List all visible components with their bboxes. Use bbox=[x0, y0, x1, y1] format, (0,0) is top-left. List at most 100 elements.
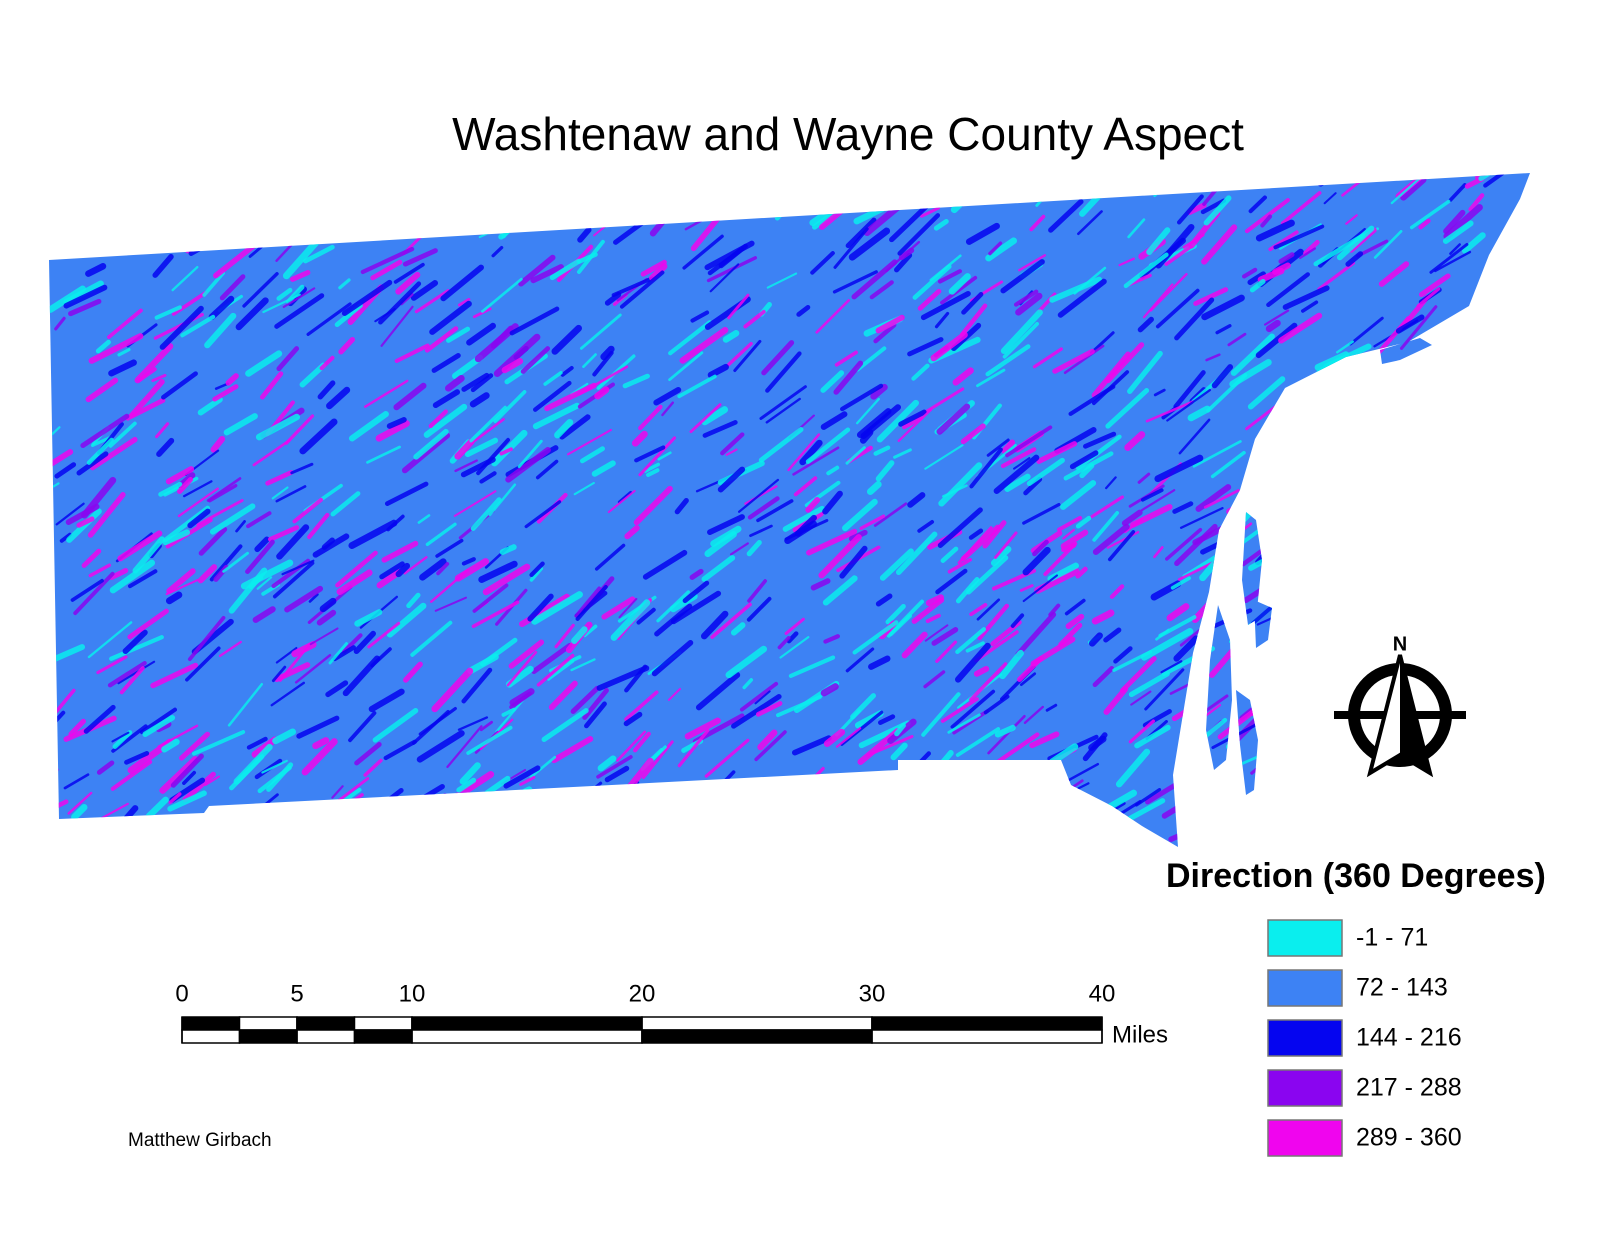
raster-texture bbox=[633, 789, 659, 816]
raster-texture bbox=[204, 775, 221, 787]
raster-texture bbox=[1315, 516, 1329, 529]
raster-texture bbox=[977, 603, 1010, 641]
raster-texture bbox=[1173, 370, 1206, 409]
raster-texture bbox=[950, 689, 996, 729]
raster-texture bbox=[354, 609, 383, 627]
raster-texture bbox=[136, 177, 184, 205]
raster-texture bbox=[1048, 603, 1061, 617]
raster-texture bbox=[56, 173, 88, 181]
raster-texture bbox=[96, 655, 128, 675]
raster-texture bbox=[667, 687, 682, 701]
raster-texture bbox=[163, 173, 196, 177]
raster-texture bbox=[792, 446, 840, 476]
raster-texture bbox=[704, 531, 737, 558]
raster-texture bbox=[1029, 214, 1046, 232]
raster-texture bbox=[348, 711, 377, 743]
raster-texture bbox=[1079, 463, 1095, 479]
raster-texture bbox=[756, 499, 794, 523]
raster-texture bbox=[1489, 798, 1526, 833]
raster-texture bbox=[826, 465, 840, 476]
raster-texture bbox=[591, 460, 616, 477]
raster-texture bbox=[749, 524, 773, 538]
raster-texture bbox=[523, 809, 557, 840]
raster-texture bbox=[722, 330, 740, 343]
raster-texture bbox=[1160, 660, 1183, 674]
raster-texture bbox=[1001, 439, 1016, 454]
raster-texture bbox=[380, 305, 414, 347]
raster-texture bbox=[1022, 574, 1059, 603]
raster-texture bbox=[1153, 388, 1166, 397]
raster-texture bbox=[1534, 518, 1546, 528]
raster-texture bbox=[321, 537, 335, 550]
raster-texture bbox=[309, 627, 339, 646]
raster-texture bbox=[869, 280, 894, 300]
raster-texture bbox=[401, 432, 451, 474]
raster-texture bbox=[142, 714, 176, 738]
raster-texture bbox=[197, 396, 223, 416]
raster-texture bbox=[1057, 278, 1107, 318]
raster-texture bbox=[743, 309, 766, 329]
raster-texture bbox=[256, 576, 273, 590]
raster-texture bbox=[1486, 278, 1525, 312]
raster-texture bbox=[1058, 622, 1083, 647]
raster-texture bbox=[1365, 785, 1376, 794]
raster-texture bbox=[155, 422, 170, 439]
raster-texture bbox=[925, 613, 941, 624]
raster-texture bbox=[446, 725, 483, 769]
raster-texture bbox=[730, 622, 746, 636]
raster-texture bbox=[779, 173, 823, 194]
raster-texture bbox=[571, 626, 588, 645]
raster-texture bbox=[206, 477, 242, 502]
raster-texture bbox=[1290, 388, 1331, 424]
raster-texture bbox=[501, 358, 524, 374]
raster-texture bbox=[162, 529, 191, 546]
raster-texture bbox=[1062, 528, 1075, 540]
raster-texture bbox=[897, 408, 933, 443]
raster-texture bbox=[466, 322, 496, 346]
raster-texture bbox=[1092, 511, 1120, 542]
raster-texture bbox=[1193, 287, 1229, 306]
raster-texture bbox=[1249, 449, 1265, 461]
raster-texture bbox=[294, 653, 332, 684]
raster-texture bbox=[1075, 566, 1088, 579]
raster-texture bbox=[368, 688, 405, 713]
raster-texture bbox=[161, 219, 174, 230]
raster-texture bbox=[904, 810, 940, 835]
raster-texture bbox=[1128, 671, 1170, 698]
raster-texture bbox=[1504, 725, 1519, 741]
raster-texture bbox=[559, 414, 591, 440]
raster-texture bbox=[504, 786, 533, 804]
raster-texture bbox=[137, 367, 157, 383]
raster-texture bbox=[936, 403, 971, 435]
raster-texture bbox=[1026, 457, 1065, 487]
raster-texture bbox=[952, 709, 989, 735]
raster-texture bbox=[76, 451, 109, 476]
raster-texture bbox=[1451, 440, 1485, 477]
raster-texture bbox=[1484, 472, 1499, 484]
raster-texture bbox=[570, 658, 596, 672]
scale-segment bbox=[411, 1016, 643, 1031]
raster-texture bbox=[966, 555, 1009, 595]
raster-texture bbox=[1501, 348, 1530, 372]
raster-texture bbox=[383, 739, 417, 761]
raster-texture bbox=[685, 792, 709, 808]
raster-texture bbox=[820, 683, 839, 697]
raster-texture bbox=[302, 212, 341, 238]
raster-texture bbox=[1000, 259, 1045, 294]
raster-texture bbox=[95, 339, 111, 354]
raster-texture bbox=[1468, 193, 1485, 212]
raster-texture bbox=[961, 292, 984, 315]
raster-texture bbox=[787, 433, 821, 472]
raster-texture bbox=[198, 811, 250, 842]
legend-swatch bbox=[1267, 1069, 1343, 1107]
raster-texture bbox=[117, 348, 131, 357]
raster-texture bbox=[1280, 191, 1322, 225]
raster-texture bbox=[434, 596, 467, 612]
raster-texture bbox=[1247, 376, 1286, 410]
raster-texture bbox=[1378, 776, 1395, 787]
raster-texture bbox=[911, 597, 945, 624]
raster-texture bbox=[903, 779, 934, 815]
raster-texture bbox=[604, 765, 630, 783]
raster-texture bbox=[440, 264, 484, 302]
raster-texture bbox=[755, 701, 783, 717]
